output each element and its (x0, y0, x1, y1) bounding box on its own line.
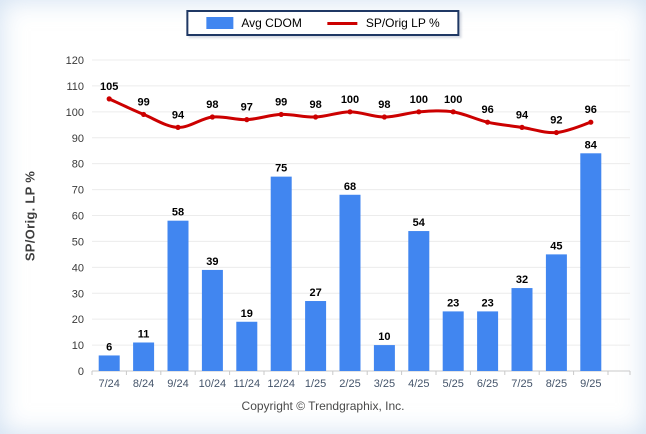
bar-value-label: 45 (550, 240, 562, 252)
line-point (553, 129, 560, 136)
bar (545, 254, 567, 371)
line-value-label: 98 (378, 99, 390, 111)
y-tick-label: 60 (72, 211, 84, 223)
line-point (588, 119, 594, 125)
bar (477, 311, 499, 371)
bar-value-label: 23 (481, 297, 493, 309)
line-value-label: 97 (241, 102, 253, 114)
x-axis-label: 3/25 (374, 378, 395, 390)
x-axis-label: 7/25 (511, 378, 532, 390)
line-point (519, 124, 525, 130)
bar-value-label: 23 (447, 297, 459, 309)
line-value-label: 98 (206, 99, 218, 111)
line-value-label: 92 (550, 115, 562, 127)
line-value-label: 100 (410, 94, 428, 106)
x-axis-label: 1/25 (305, 378, 326, 390)
line-point (106, 96, 112, 102)
y-tick-label: 120 (66, 55, 84, 67)
bar-value-label: 75 (275, 163, 287, 175)
line-value-label: 94 (172, 109, 185, 121)
bar (167, 220, 189, 371)
y-tick-label: 40 (72, 262, 84, 274)
y-tick-label: 90 (72, 133, 84, 145)
line-point (381, 114, 387, 120)
line-point (175, 124, 181, 130)
line-value-label: 100 (341, 94, 359, 106)
x-axis-label: 6/25 (477, 378, 498, 390)
x-axis-label: 9/25 (580, 378, 601, 390)
bar-value-label: 11 (138, 328, 150, 340)
legend-item-avg-cdom: Avg CDOM (206, 16, 302, 30)
line-value-label: 98 (309, 99, 321, 111)
x-axis-label: 8/24 (133, 378, 154, 390)
y-tick-label: 50 (72, 236, 84, 248)
bar-value-label: 84 (585, 139, 598, 151)
legend: Avg CDOM SP/Orig LP % (186, 10, 460, 36)
y-tick-label: 70 (72, 185, 84, 197)
x-axis-label: 2/25 (339, 378, 360, 390)
y-tick-label: 10 (72, 340, 84, 352)
bar-value-label: 39 (206, 256, 218, 268)
line-value-label: 96 (585, 104, 597, 116)
bar (339, 194, 361, 371)
x-axis-label: 7/24 (98, 378, 119, 390)
y-tick-label: 30 (72, 288, 84, 300)
bar (408, 231, 430, 371)
bar (373, 345, 395, 371)
bar (305, 301, 327, 371)
line-value-label: 105 (100, 81, 118, 93)
x-axis-label: 8/25 (546, 378, 567, 390)
bar-value-label: 32 (516, 274, 528, 286)
x-axis-label: 12/24 (267, 378, 295, 390)
line-value-label: 96 (481, 104, 493, 116)
legend-item-sp-orig-lp: SP/Orig LP % (327, 16, 440, 30)
y-tick-label: 100 (66, 107, 84, 119)
bar-value-label: 27 (309, 287, 321, 299)
copyright-text: Copyright © Trendgraphix, Inc. (241, 399, 405, 413)
y-tick-label: 110 (66, 81, 84, 93)
bar (98, 355, 120, 371)
bar (442, 311, 464, 371)
avg-cdom-legend-label: Avg CDOM (241, 16, 302, 30)
x-axis-label: 11/24 (233, 378, 260, 390)
y-tick-label: 20 (72, 314, 84, 326)
line-point (450, 109, 456, 115)
bar (270, 176, 292, 371)
bar-value-label: 19 (241, 308, 253, 320)
x-axis-label: 9/24 (167, 378, 188, 390)
bar (580, 153, 602, 371)
x-axis-label: 4/25 (408, 378, 429, 390)
x-axis-label: 10/24 (199, 378, 227, 390)
line-point (313, 114, 319, 120)
y-tick-label: 0 (78, 366, 84, 378)
avg-cdom-swatch (206, 17, 234, 29)
bar-value-label: 6 (106, 341, 112, 353)
bar (201, 269, 223, 371)
sp-orig-lp-swatch (327, 21, 358, 25)
line-value-label: 94 (516, 109, 529, 121)
bar (236, 321, 258, 371)
line-value-label: 99 (137, 96, 149, 108)
bar-value-label: 54 (413, 217, 426, 229)
bar-value-label: 68 (344, 181, 356, 193)
bar-value-label: 58 (172, 207, 184, 219)
line-point (141, 111, 147, 118)
line-point (209, 114, 215, 120)
bar (133, 342, 155, 371)
line-point (278, 111, 284, 118)
line-point (416, 109, 422, 115)
line-point (244, 117, 250, 123)
sp-orig-lp-legend-label: SP/Orig LP % (365, 16, 440, 30)
line-point (485, 119, 491, 125)
y-tick-label: 80 (72, 159, 84, 171)
bar (511, 288, 533, 371)
line-point (347, 109, 353, 115)
bar-value-label: 10 (378, 331, 390, 343)
line-value-label: 99 (275, 96, 287, 108)
line-value-label: 100 (444, 94, 462, 106)
x-axis-label: 5/25 (442, 378, 463, 390)
